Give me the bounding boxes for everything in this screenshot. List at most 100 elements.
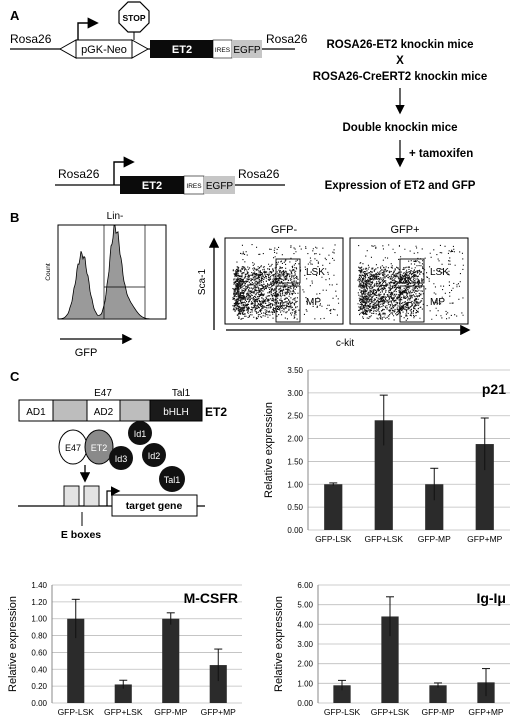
lsk-gate-neg bbox=[275, 258, 301, 284]
flow-scatter-gfp-neg: GFP- LSK MP bbox=[224, 224, 344, 325]
ires-label: IRES bbox=[215, 47, 231, 54]
schematic-tal1: Tal1 bbox=[164, 475, 181, 485]
p21-bar-chart: 0.00 0.50 1.00 1.50 2.00 2.50 3.00 3.50 GFP-LSK G… bbox=[263, 366, 510, 544]
chart-title: p21 bbox=[482, 381, 506, 397]
bar-GFP-MP bbox=[429, 685, 447, 703]
bar-GFP+LSK bbox=[114, 684, 132, 703]
histogram-xlabel: GFP bbox=[75, 347, 98, 359]
lsk-label-pos: LSK bbox=[430, 267, 449, 278]
et2-label-2: ET2 bbox=[142, 180, 162, 192]
egfp-label-2: EGFP bbox=[206, 181, 234, 192]
stop-sign-icon bbox=[118, 1, 150, 33]
x-tick-label: GFP-MP bbox=[418, 534, 451, 544]
flow-line-2: ROSA26-CreERT2 knockin mice bbox=[313, 71, 487, 83]
schematic-id1: Id1 bbox=[134, 429, 147, 439]
construct1-rosa-left: Rosa26 bbox=[10, 32, 52, 46]
ebox-1 bbox=[63, 485, 80, 507]
ires-label-2: IRES bbox=[186, 183, 202, 190]
y-tick-label: 1.50 bbox=[287, 457, 303, 466]
ad2-label: AD2 bbox=[94, 407, 114, 418]
tss-arrow-icon bbox=[106, 486, 121, 506]
bar-GFP-MP bbox=[162, 618, 180, 703]
construct1-rosa-right: Rosa26 bbox=[266, 32, 308, 46]
eboxes-label: E boxes bbox=[61, 529, 101, 541]
y-tick-label: 0.00 bbox=[31, 699, 47, 708]
ad1-domain bbox=[18, 399, 54, 422]
schematic-e47: E47 bbox=[65, 443, 81, 453]
flow-line-4: Expression of ET2 and GFP bbox=[325, 180, 476, 192]
y-tick-label: 1.20 bbox=[31, 598, 47, 607]
et2-domain-map: E47 Tal1 AD1 AD2 bHLH ET2 bbox=[18, 388, 227, 422]
y-tick-label: 0.60 bbox=[31, 648, 47, 657]
schematic-et2: ET2 bbox=[91, 443, 108, 453]
flow-line-1: ROSA26-ET2 knockin mice bbox=[327, 39, 474, 51]
histogram-title: Lin- bbox=[107, 211, 124, 222]
y-tick-label: 2.50 bbox=[287, 412, 303, 421]
egfp-box-2 bbox=[204, 176, 235, 194]
lsk-label-neg: LSK bbox=[306, 267, 325, 278]
histogram-ylabel: Count bbox=[45, 263, 52, 281]
y-tick-label: 2.00 bbox=[297, 660, 313, 669]
domain-name-label: ET2 bbox=[205, 405, 227, 419]
et2-label: ET2 bbox=[172, 44, 192, 56]
domain-e47-label: E47 bbox=[94, 388, 112, 399]
chart-title: Ig-Iμ bbox=[476, 590, 506, 606]
flow-scatter-gfp-pos: GFP+ LSK MP bbox=[349, 224, 469, 325]
flow-treatment: + tamoxifen bbox=[409, 148, 473, 160]
et2-protein-icon bbox=[84, 429, 114, 465]
x-tick-label: GFP+LSK bbox=[104, 707, 143, 717]
flow-line-3: Double knockin mice bbox=[342, 122, 457, 134]
y-axis-label: Relative expression bbox=[273, 596, 285, 692]
scatter-pos-title: GFP+ bbox=[390, 224, 419, 236]
construct-1: Rosa26 pGK-Neo STOP ET2 IRES EGFP Rosa26 bbox=[10, 1, 308, 59]
x-tick-label: GFP-MP bbox=[154, 707, 187, 717]
histogram-curve bbox=[57, 224, 166, 320]
y-tick-label: 1.00 bbox=[287, 480, 303, 489]
bhlh-label: bHLH bbox=[163, 407, 189, 418]
x-tick-label: GFP+MP bbox=[467, 534, 503, 544]
y-tick-label: 0.80 bbox=[31, 632, 47, 641]
id2-protein-icon bbox=[142, 443, 166, 467]
mcsfr-bar-chart: 0.00 0.20 0.40 0.60 0.80 1.00 1.20 1.40 GFP-LSK G… bbox=[7, 581, 242, 717]
x-tick-label: GFP-LSK bbox=[58, 707, 95, 717]
y-tick-label: 2.00 bbox=[287, 435, 303, 444]
y-axis-label: Relative expression bbox=[263, 402, 275, 498]
target-gene-label: target gene bbox=[126, 500, 183, 512]
flow-cross: X bbox=[396, 55, 404, 67]
y-tick-label: 6.00 bbox=[297, 581, 313, 590]
panel-a-letter: A bbox=[10, 8, 20, 23]
y-tick-label: 0.00 bbox=[297, 699, 313, 708]
neo-label: pGK-Neo bbox=[81, 44, 127, 56]
schematic-id2: Id2 bbox=[148, 451, 161, 461]
construct-2: Rosa26 ET2 IRES EGFP Rosa26 bbox=[55, 156, 285, 195]
y-tick-label: 1.00 bbox=[297, 679, 313, 688]
panel-b-letter: B bbox=[10, 210, 19, 225]
scatter-events bbox=[232, 244, 340, 320]
id1-protein-icon bbox=[128, 421, 152, 445]
promoter-arrow-2-icon bbox=[113, 156, 135, 185]
bar-GFP-MP bbox=[425, 484, 444, 530]
y-tick-label: 1.40 bbox=[31, 581, 47, 590]
bar-GFP+MP bbox=[475, 444, 494, 530]
schematic-id3: Id3 bbox=[115, 454, 128, 464]
bar-GFP-LSK bbox=[67, 618, 85, 703]
y-tick-label: 4.00 bbox=[297, 620, 313, 629]
bar-GFP+LSK bbox=[381, 616, 399, 703]
x-tick-label: GFP+LSK bbox=[364, 534, 403, 544]
et2-box-2 bbox=[120, 176, 184, 194]
tal1-protein-icon bbox=[159, 466, 185, 492]
y-tick-label: 3.50 bbox=[287, 366, 303, 375]
x-tick-label: GFP-MP bbox=[421, 707, 454, 717]
x-tick-label: GFP+MP bbox=[468, 707, 504, 717]
y-tick-label: 3.00 bbox=[297, 640, 313, 649]
mp-gate-pos bbox=[399, 285, 425, 323]
ad1-label: AD1 bbox=[26, 407, 46, 418]
x-tick-label: GFP+MP bbox=[201, 707, 237, 717]
sca1-label: Sca-1 bbox=[197, 269, 208, 296]
mp-label-neg: MP bbox=[306, 297, 321, 308]
mp-label-pos: MP bbox=[430, 297, 445, 308]
egfp-label: EGFP bbox=[233, 45, 261, 56]
scatter-neg-title: GFP- bbox=[271, 224, 298, 236]
y-tick-label: 1.00 bbox=[31, 615, 47, 624]
